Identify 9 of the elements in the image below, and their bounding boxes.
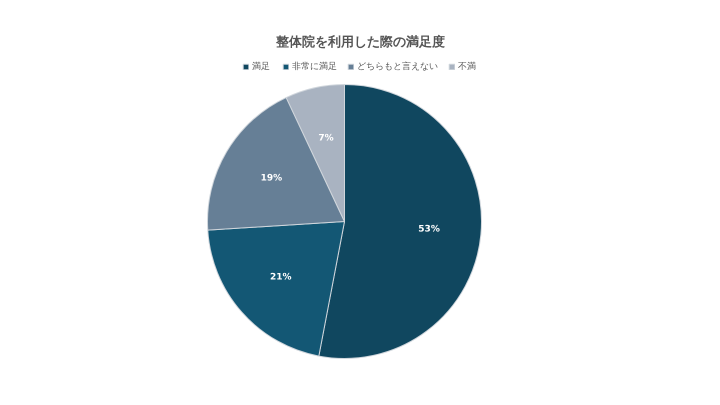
data-label: 53% — [418, 224, 440, 234]
legend-label: どちらもと言えない — [357, 60, 438, 73]
data-label: 19% — [260, 173, 282, 184]
data-label: 21% — [270, 272, 292, 283]
data-label: 7% — [318, 134, 334, 144]
legend-label: 非常に満足 — [292, 60, 337, 73]
legend-label: 不満 — [458, 60, 477, 73]
chart-title: 整体院を利用した際の満足度 — [275, 34, 445, 50]
legend-label: 満足 — [252, 60, 271, 73]
